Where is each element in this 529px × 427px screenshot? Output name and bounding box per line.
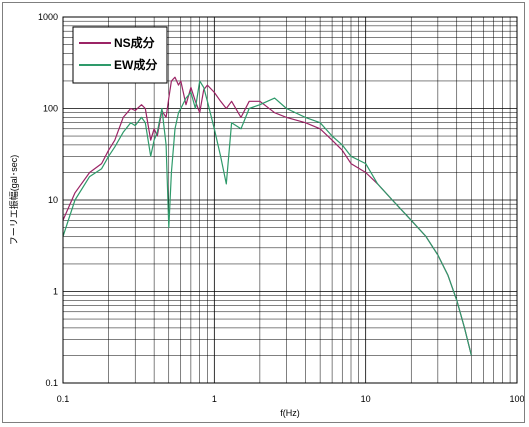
y-tick-label: 100	[43, 104, 58, 114]
y-tick-label: 1	[53, 287, 58, 297]
x-axis-title: f(Hz)	[280, 408, 300, 418]
series-layer	[62, 76, 472, 356]
x-tick-label: 100	[509, 394, 524, 404]
plot-area-border	[62, 16, 518, 384]
y-tick-label: 1000	[38, 12, 58, 22]
chart-frame: 0.1 1 10 100 1000 100 10 1 0.1 f(Hz) フーリエ振幅(gal･…	[2, 2, 525, 423]
legend-label-ew: EW成分	[114, 57, 157, 72]
x-tick-label: 10	[361, 394, 371, 404]
series-line-0	[62, 76, 472, 356]
y-tick-label: 10	[48, 195, 58, 205]
series-line-1	[62, 80, 472, 356]
x-tick-label: 1	[212, 394, 217, 404]
y-axis-title: フーリエ振幅(gal･sec)	[8, 155, 19, 246]
tick-labels: 0.1 1 10 100 1000 100 10 1 0.1	[38, 12, 524, 404]
fourier-spectrum-chart: 0.1 1 10 100 1000 100 10 1 0.1 f(Hz) フーリエ振幅(gal･…	[8, 12, 524, 418]
legend-label-ns: NS成分	[114, 35, 155, 50]
legend-box	[72, 26, 168, 84]
legend: NS成分 EW成分	[72, 26, 168, 84]
x-tick-label: 0.1	[57, 394, 70, 404]
y-tick-label: 0.1	[45, 378, 58, 388]
